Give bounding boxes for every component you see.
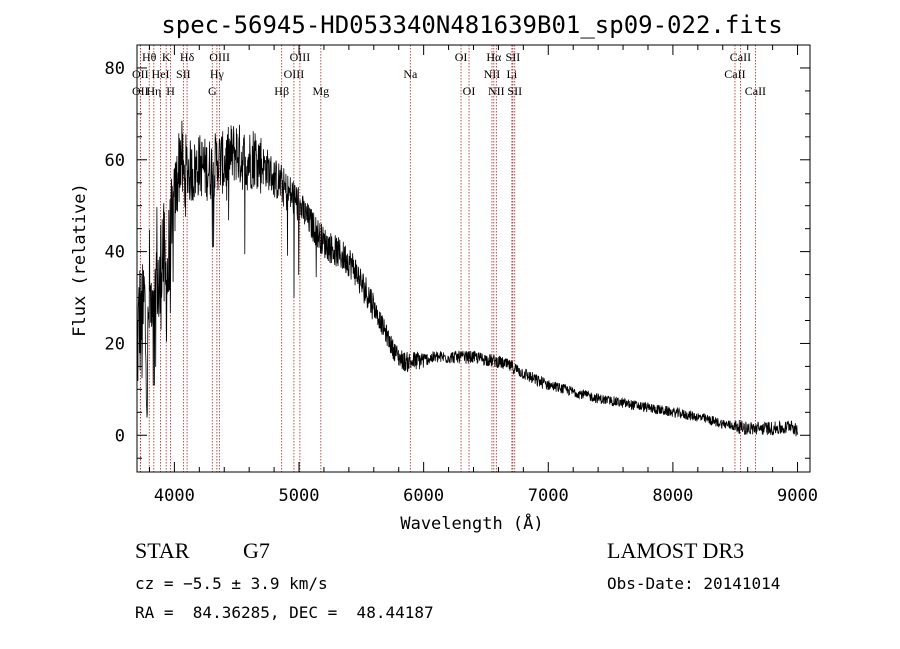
emission-line-label: K [162, 50, 171, 64]
emission-line-label: Hη [146, 84, 161, 98]
emission-line-label: CaII [745, 84, 766, 98]
emission-line-label: Hδ [180, 50, 195, 64]
emission-line-label: SII [507, 84, 522, 98]
chart-title: spec-56945-HD053340N481639B01_sp09-022.f… [161, 11, 782, 39]
emission-line-label: CaII [730, 50, 751, 64]
spectrum-line [136, 120, 798, 437]
emission-line-label: Mg [312, 84, 329, 98]
x-axis: 4000 5000 6000 7000 8000 9000 [148, 45, 818, 506]
emission-line-label: Hθ [142, 50, 157, 64]
emission-line-labels: Hθ K Hδ OIII OIII OI Hα SII CaII OII HeI SII Hγ OIII N… [132, 50, 766, 98]
object-class: STAR [135, 538, 190, 563]
y-tick-label: 0 [115, 426, 125, 446]
y-tick-label: 80 [105, 59, 125, 79]
x-tick-label: 6000 [403, 486, 444, 506]
emission-line-label: OIII [209, 50, 230, 64]
emission-line-label: SII [506, 50, 521, 64]
x-tick-label: 4000 [154, 486, 195, 506]
emission-line-label: G [208, 84, 217, 98]
x-tick-label: 7000 [528, 486, 569, 506]
redshift-info: cz = −5.5 ± 3.9 km/s [135, 574, 328, 593]
survey-name: LAMOST DR3 [607, 538, 745, 563]
emission-line-label: CaII [724, 67, 745, 81]
emission-line-label: OI [455, 50, 468, 64]
y-axis-label: Flux (relative) [70, 183, 90, 337]
x-tick-label: 5000 [279, 486, 320, 506]
emission-line-label: NII [484, 67, 501, 81]
object-subclass: G7 [243, 538, 270, 563]
emission-line-label: NII [488, 84, 505, 98]
coordinates: RA = 84.36285, DEC = 48.44187 [135, 603, 434, 622]
observation-date: Obs-Date: 20141014 [607, 574, 781, 593]
emission-line-label: SII [176, 67, 191, 81]
emission-line-label: OIII [284, 67, 305, 81]
emission-line-label: Na [403, 67, 418, 81]
emission-line-label: OII [132, 67, 149, 81]
x-axis-label: Wavelength (Å) [400, 512, 543, 534]
emission-line-label: OI [463, 84, 476, 98]
emission-line-label: H [166, 84, 175, 98]
emission-line-label: HeI [152, 67, 170, 81]
x-tick-label: 8000 [652, 486, 693, 506]
emission-line-label: Li [507, 67, 518, 81]
plot-frame [136, 44, 811, 473]
y-tick-label: 60 [105, 151, 125, 171]
emission-line-label: Hβ [274, 84, 289, 98]
emission-line-label: OIII [290, 50, 311, 64]
emission-line-label: Hγ [210, 67, 225, 81]
y-tick-label: 40 [105, 243, 125, 263]
y-axis: 0 20 40 60 80 [105, 44, 810, 459]
emission-line-label: Hα [486, 50, 502, 64]
x-tick-label: 9000 [777, 486, 818, 506]
y-tick-label: 20 [105, 334, 125, 354]
